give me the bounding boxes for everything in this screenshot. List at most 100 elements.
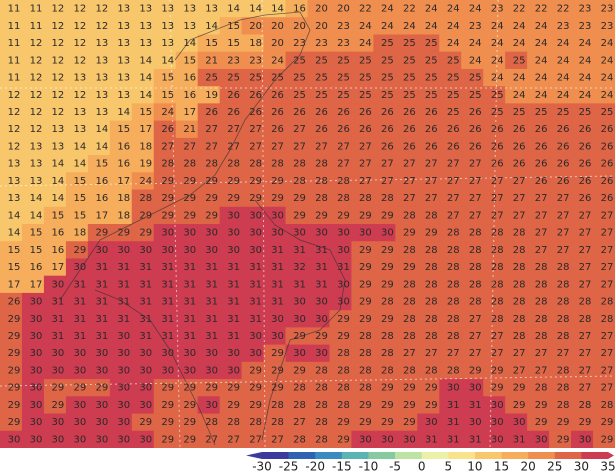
value-label: 25 [381, 55, 394, 66]
cell [263, 310, 287, 328]
cell [197, 379, 221, 397]
value-label: 26 [381, 141, 394, 152]
value-label: 30 [95, 365, 108, 376]
value-label: 23 [469, 21, 482, 32]
cell [307, 241, 330, 259]
cell [417, 120, 440, 139]
value-label: 18 [249, 38, 262, 49]
cell [65, 224, 89, 242]
cell [87, 206, 111, 225]
value-label: 28 [425, 331, 438, 342]
cell [21, 396, 45, 415]
value-label: 15 [74, 176, 87, 187]
cell [153, 103, 177, 122]
cell [285, 86, 308, 104]
value-label: 28 [337, 383, 350, 394]
cell [527, 206, 550, 225]
value-label: 28 [447, 245, 460, 256]
value-label: 22 [403, 4, 416, 15]
value-label: 25 [359, 90, 372, 101]
cell [153, 292, 177, 311]
cell [263, 413, 287, 432]
cell [241, 34, 265, 53]
value-label: 13 [161, 4, 174, 15]
cell [395, 189, 418, 208]
cell [373, 224, 396, 242]
cell [439, 396, 462, 415]
value-label: 30 [491, 434, 504, 445]
cell [153, 241, 177, 259]
cell [593, 275, 615, 294]
cell [593, 189, 615, 208]
value-label: 31 [95, 297, 108, 308]
value-label: 29 [381, 262, 394, 273]
value-label: 11 [8, 4, 21, 15]
cell [197, 206, 221, 225]
cell [395, 413, 418, 432]
value-label: 22 [535, 4, 548, 15]
value-label: 30 [469, 417, 482, 428]
value-label: 13 [52, 124, 65, 135]
cell [197, 327, 221, 346]
cell [153, 413, 177, 432]
value-label: 28 [293, 434, 306, 445]
cell [153, 206, 177, 225]
cell [549, 137, 572, 156]
cell [65, 310, 89, 328]
value-label: 27 [557, 348, 570, 359]
cell [329, 34, 352, 53]
cell [373, 310, 396, 328]
value-label: 29 [557, 434, 570, 445]
value-label: 27 [579, 245, 592, 256]
cell [43, 361, 67, 380]
value-label: 26 [425, 107, 438, 118]
value-label: 28 [535, 331, 548, 342]
cell [153, 344, 177, 363]
cell [131, 379, 155, 397]
colorbar-label: -25 [279, 460, 299, 474]
cell [505, 137, 528, 156]
cell [505, 258, 528, 277]
cell [329, 430, 352, 449]
cell [109, 344, 133, 363]
value-label: 26 [535, 176, 548, 187]
cell [549, 51, 572, 70]
cell [87, 51, 111, 70]
cell [153, 86, 177, 104]
value-label: 29 [183, 176, 196, 187]
value-label: 30 [293, 314, 306, 325]
value-label: 26 [557, 141, 570, 152]
value-label: 28 [447, 331, 460, 342]
cell [307, 120, 330, 139]
cell [417, 361, 440, 380]
value-label: 26 [535, 159, 548, 170]
cell [593, 0, 615, 18]
cell [241, 292, 265, 311]
cell [109, 430, 133, 449]
cell [65, 292, 89, 311]
value-label: 31 [161, 279, 174, 290]
value-label: 31 [227, 331, 240, 342]
colorbar-swatch [501, 452, 529, 459]
cell [219, 189, 243, 208]
cell [395, 34, 418, 53]
cell [505, 206, 528, 225]
cell [439, 292, 462, 311]
cell [131, 189, 155, 208]
value-label: 30 [381, 434, 394, 445]
cell [351, 292, 374, 311]
cell [461, 86, 484, 104]
value-label: 29 [469, 365, 482, 376]
cell [153, 189, 177, 208]
cell [175, 51, 199, 70]
cell [65, 34, 89, 53]
value-label: 30 [139, 348, 152, 359]
cell [461, 51, 484, 70]
value-label: 28 [359, 348, 372, 359]
cell [219, 241, 243, 259]
cell [571, 103, 594, 122]
cell [395, 396, 418, 415]
value-label: 18 [74, 228, 87, 239]
cell [197, 310, 221, 328]
value-label: 26 [557, 124, 570, 135]
